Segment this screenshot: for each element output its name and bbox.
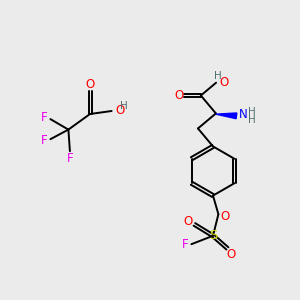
Text: F: F	[182, 238, 188, 251]
Text: F: F	[67, 152, 73, 165]
Text: F: F	[40, 134, 47, 148]
Text: O: O	[115, 104, 124, 117]
Text: O: O	[220, 209, 230, 223]
Polygon shape	[216, 113, 237, 119]
Text: H: H	[214, 71, 221, 81]
Text: O: O	[219, 76, 228, 89]
Text: F: F	[40, 111, 47, 124]
Text: N: N	[239, 108, 248, 121]
Text: O: O	[226, 248, 236, 262]
Text: O: O	[174, 89, 183, 102]
Text: S: S	[209, 229, 217, 242]
Text: O: O	[85, 77, 94, 91]
Text: H: H	[120, 100, 128, 111]
Text: O: O	[183, 215, 192, 228]
Text: H: H	[248, 107, 256, 117]
Text: H: H	[248, 115, 256, 125]
